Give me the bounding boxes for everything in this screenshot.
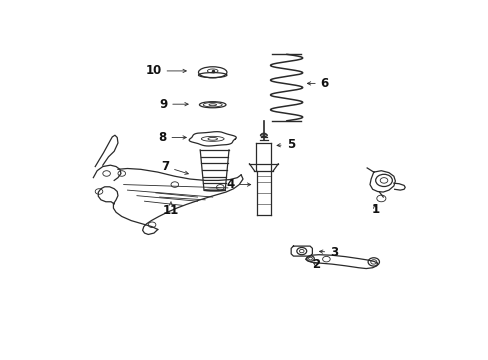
Text: 1: 1 bbox=[370, 203, 379, 216]
Text: 7: 7 bbox=[161, 160, 188, 174]
Text: 3: 3 bbox=[319, 246, 338, 259]
Text: 10: 10 bbox=[145, 64, 186, 77]
Text: 11: 11 bbox=[162, 202, 178, 217]
Text: 2: 2 bbox=[312, 258, 320, 271]
Text: 6: 6 bbox=[307, 77, 328, 90]
Text: 4: 4 bbox=[226, 178, 250, 191]
Text: 8: 8 bbox=[158, 131, 186, 144]
Text: 9: 9 bbox=[159, 98, 188, 111]
Text: 5: 5 bbox=[277, 138, 294, 151]
